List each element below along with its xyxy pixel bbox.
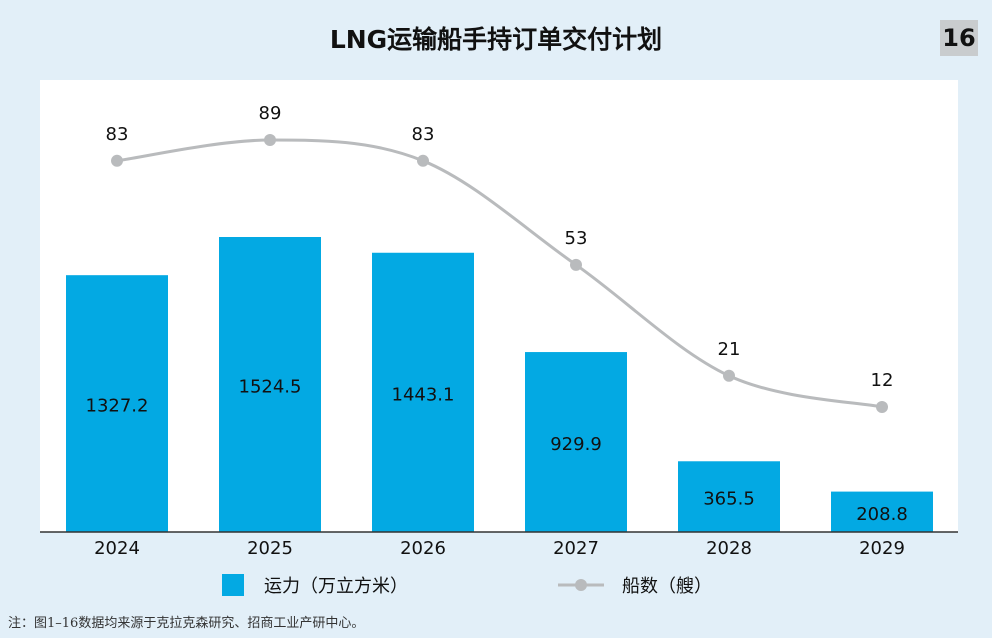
chart-plot: 1327.2 1524.5 1443.1 929.9 365.5 208.8 2024 20…	[40, 80, 958, 559]
x-tick-label-2028: 2028	[706, 538, 752, 559]
legend-label-line: 船数（艘）	[622, 576, 712, 597]
x-tick-label-2024: 2024	[94, 538, 140, 559]
bar-value-label-2029: 208.8	[856, 504, 908, 525]
x-tick-label-2026: 2026	[400, 538, 446, 559]
legend-label-bar: 运力（万立方米）	[264, 576, 408, 597]
line-value-label-2029: 12	[871, 370, 894, 391]
bar-2026	[372, 252, 474, 532]
bar-2028	[678, 461, 780, 532]
line-point-2027	[570, 258, 582, 271]
bar-value-label-2027: 929.9	[550, 434, 602, 455]
line-value-label-2026: 83	[412, 124, 435, 145]
x-tick-label-2025: 2025	[247, 538, 293, 559]
bar-value-label-2028: 365.5	[703, 489, 755, 510]
line-value-label-2024: 83	[106, 124, 129, 145]
bar-value-label-2026: 1443.1	[392, 384, 455, 405]
bar-2029	[831, 491, 933, 532]
line-value-label-2027: 53	[565, 228, 588, 249]
line-point-2026	[417, 154, 429, 167]
legend-item-bar: 运力（万立方米）	[222, 572, 408, 598]
bar-2027	[525, 352, 627, 532]
chart-title: LNG运输船手持订单交付计划	[329, 25, 663, 54]
figure-number-badge: 16	[940, 20, 978, 56]
plot-background	[40, 80, 958, 532]
line-point-2024	[111, 154, 123, 167]
x-tick-label-2027: 2027	[553, 538, 599, 559]
ship-count-line	[116, 138, 883, 409]
line-point-2025	[264, 134, 276, 146]
line-point-2029	[876, 401, 888, 413]
bar-value-label-2025: 1524.5	[239, 377, 302, 398]
bar-2024	[66, 275, 168, 532]
legend-swatch-bar	[222, 574, 244, 596]
bar-value-label-2024: 1327.2	[86, 396, 149, 417]
x-tick-label-2029: 2029	[859, 538, 905, 559]
source-note: 注：图1–16数据均来源于克拉克森研究、招商工业产研中心。	[8, 616, 365, 631]
legend-item-line: 船数（艘）	[556, 572, 712, 598]
bar-2025	[219, 237, 321, 532]
line-value-label-2025: 89	[259, 103, 282, 124]
legend-line-icon	[558, 579, 604, 591]
line-point-2028	[723, 369, 735, 382]
line-value-label-2028: 21	[718, 339, 741, 360]
